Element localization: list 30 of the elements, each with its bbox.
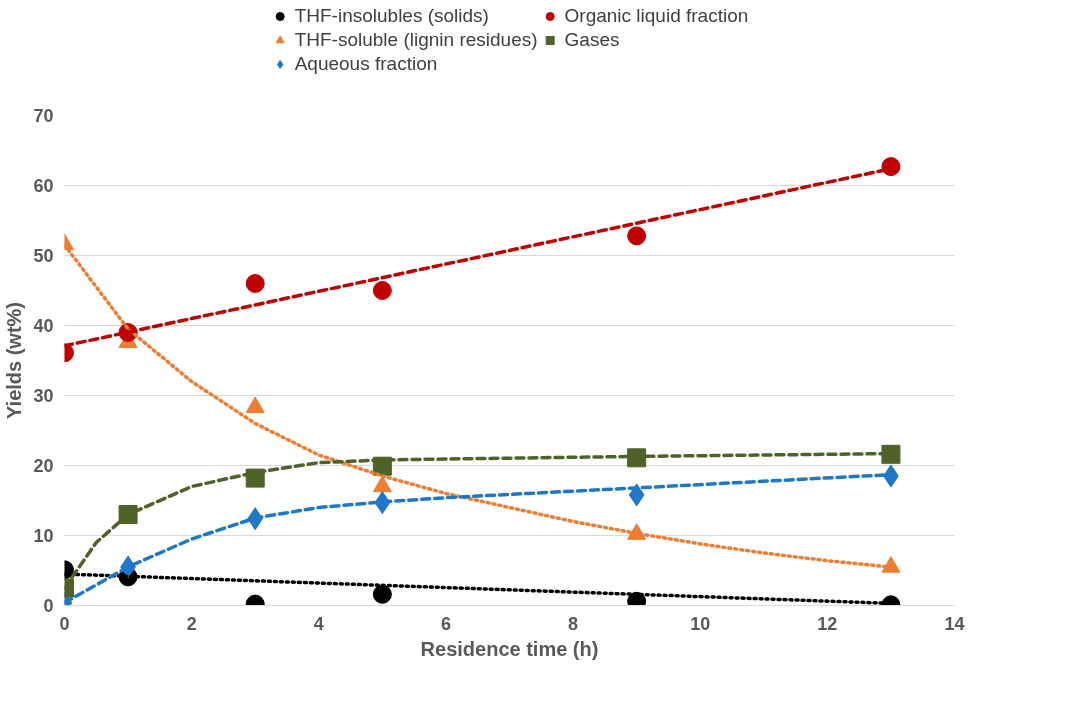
- legend-label: Aqueous fraction: [294, 53, 438, 75]
- y-tick-label: 60: [33, 176, 54, 196]
- point: [881, 157, 901, 177]
- legend-label: Gases: [564, 29, 620, 51]
- point: [245, 274, 265, 293]
- point: [372, 584, 392, 604]
- x-axis-title: Residence time (h): [420, 637, 599, 660]
- x-tick-label: 6: [440, 613, 451, 634]
- y-tick-label: 40: [33, 316, 54, 336]
- x-tick-label: 14: [944, 613, 965, 634]
- x-tick-label: 8: [568, 613, 579, 634]
- x-tick-label: 10: [690, 613, 711, 634]
- y-tick-label: 30: [33, 386, 54, 406]
- y-tick-label: 0: [43, 596, 54, 616]
- legend-label: THF-insolubles (solids): [294, 5, 489, 27]
- legend-label: THF-soluble (lignin residues): [294, 29, 538, 51]
- y-tick-label: 20: [33, 456, 54, 476]
- point: [627, 226, 647, 246]
- x-tick-label: 4: [313, 613, 324, 634]
- point: [628, 483, 645, 507]
- y-axis-title: Yields (wt%): [3, 301, 26, 420]
- x-tick-label: 0: [59, 613, 70, 634]
- y-tick-label: 50: [33, 246, 54, 266]
- point: [881, 444, 901, 464]
- x-tick-label: 2: [186, 613, 197, 634]
- y-tick-label: 70: [33, 106, 54, 126]
- y-tick-label: 10: [33, 526, 54, 546]
- legend-label: Organic liquid fraction: [564, 5, 749, 27]
- point: [372, 281, 392, 300]
- x-tick-label: 12: [817, 613, 838, 634]
